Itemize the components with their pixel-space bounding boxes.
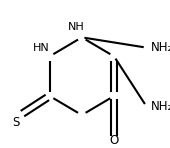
Text: NH: NH — [68, 22, 84, 32]
Text: O: O — [109, 134, 119, 147]
Text: NH₂: NH₂ — [151, 100, 170, 113]
Text: HN: HN — [32, 43, 49, 53]
Text: S: S — [12, 116, 20, 129]
Text: NH₂: NH₂ — [151, 41, 170, 54]
